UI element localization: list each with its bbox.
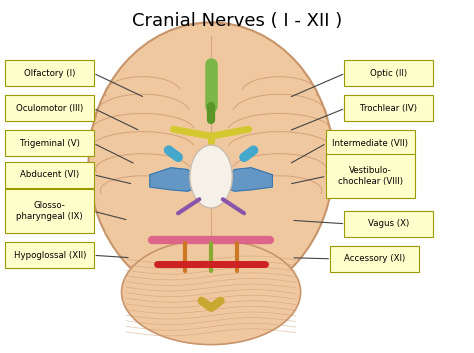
FancyBboxPatch shape [5,243,94,268]
Text: Optic (II): Optic (II) [370,69,408,78]
FancyBboxPatch shape [345,60,434,86]
Text: Vestibulo-
chochlear (VIII): Vestibulo- chochlear (VIII) [337,167,402,186]
Ellipse shape [190,145,232,208]
FancyBboxPatch shape [5,95,94,121]
Text: Olfactory (I): Olfactory (I) [24,69,75,78]
FancyBboxPatch shape [5,130,94,156]
FancyBboxPatch shape [5,162,94,188]
Text: Cranial Nerves ( I - XII ): Cranial Nerves ( I - XII ) [132,12,342,30]
Text: Abducent (VI): Abducent (VI) [20,170,79,179]
FancyBboxPatch shape [5,189,94,233]
Text: Accessory (XI): Accessory (XI) [344,254,405,263]
Text: Oculomotor (III): Oculomotor (III) [16,104,83,113]
FancyBboxPatch shape [330,246,419,272]
FancyBboxPatch shape [326,154,415,198]
Ellipse shape [89,22,334,303]
Text: Hypoglossal (XII): Hypoglossal (XII) [13,251,86,260]
Polygon shape [150,168,195,191]
Ellipse shape [121,240,301,345]
Text: Intermediate (VII): Intermediate (VII) [332,139,408,148]
FancyBboxPatch shape [5,60,94,86]
Text: Vagus (X): Vagus (X) [368,219,410,228]
Text: Trigeminal (V): Trigeminal (V) [20,139,80,148]
Polygon shape [228,168,273,191]
FancyBboxPatch shape [345,211,434,237]
FancyBboxPatch shape [345,95,434,121]
Text: Trochlear (IV): Trochlear (IV) [360,104,418,113]
Text: Glosso-
pharyngeal (IX): Glosso- pharyngeal (IX) [17,202,83,221]
FancyBboxPatch shape [326,130,415,156]
